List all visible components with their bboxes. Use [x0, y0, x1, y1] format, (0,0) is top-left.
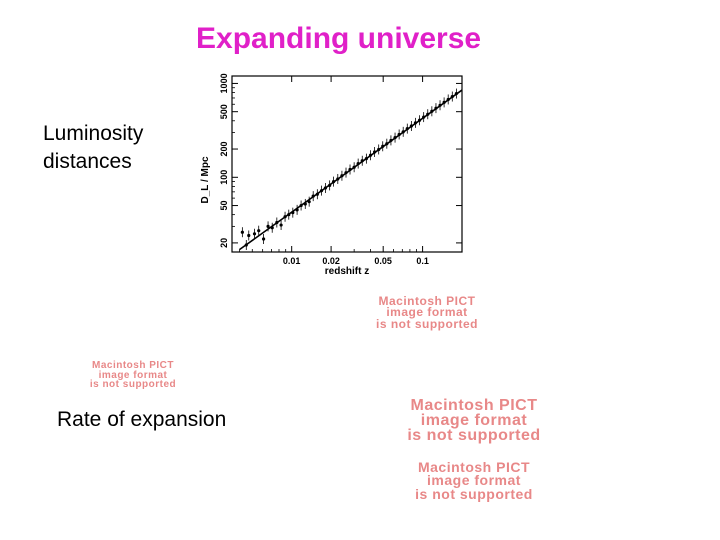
x-tick-label: 0.01 — [283, 256, 301, 266]
y-tick-label: 1000 — [219, 73, 229, 93]
y-tick-label: 200 — [219, 142, 229, 157]
y-tick-label: 100 — [219, 170, 229, 185]
point-marker — [240, 230, 244, 234]
luminosity-label-line1: Luminosity — [43, 122, 144, 145]
point-marker — [247, 233, 251, 238]
hubble-diagram-chart: 0.01 0.02 0.05 0.1 20 50 100 200 500 1000 redshi… — [200, 73, 463, 277]
point-marker — [261, 237, 266, 241]
pict-line: is not supported — [376, 316, 478, 331]
tick-marks — [232, 76, 463, 252]
y-axis-label: D_L / Mpc — [200, 156, 211, 203]
data-point — [279, 220, 283, 231]
point-marker — [266, 224, 270, 228]
rate-of-expansion-label: Rate of expansion — [57, 408, 227, 431]
pict-line: Macintosh PICT — [378, 294, 476, 308]
y-tick-label: 50 — [219, 201, 229, 211]
y-tick-labels: 20 50 100 200 500 1000 — [219, 73, 229, 247]
pict-placeholder-2: Macintosh PICT image format is not suppo… — [50, 361, 216, 390]
plot-frame — [231, 75, 463, 253]
pict-line: is not supported — [415, 485, 533, 502]
pict-line: Macintosh PICT — [91, 360, 174, 371]
point-marker — [257, 229, 261, 233]
data-point — [252, 228, 257, 239]
data-point — [247, 230, 251, 241]
pict-placeholder-3: Macintosh PICT image format is not suppo… — [326, 397, 622, 445]
y-tick-label: 20 — [219, 238, 229, 248]
pict-placeholder-1: Macintosh PICT image format is not suppo… — [320, 294, 534, 331]
pict-line: Macintosh PICT — [410, 397, 538, 414]
fit-line — [239, 89, 463, 251]
pict-placeholder-4: Macintosh PICT image format is not suppo… — [336, 459, 612, 502]
pict-line: image format — [427, 472, 521, 489]
point-marker — [252, 232, 257, 236]
point-marker — [279, 223, 283, 227]
pict-line: is not supported — [89, 379, 177, 390]
pict-line: image format — [98, 369, 168, 381]
pict-line: image format — [386, 305, 468, 320]
x-tick-label: 0.05 — [374, 256, 392, 266]
luminosity-label-line2: distances — [43, 150, 132, 173]
x-tick-label: 0.1 — [416, 256, 429, 266]
x-tick-labels: 0.01 0.02 0.05 0.1 — [283, 256, 429, 266]
data-point — [257, 225, 261, 236]
data-point — [240, 227, 244, 238]
slide-title: Expanding universe — [196, 22, 482, 55]
pict-line: Macintosh PICT — [417, 459, 530, 475]
x-tick-label: 0.02 — [322, 256, 340, 266]
x-axis-label: redshift z — [325, 266, 369, 277]
pict-line: image format — [420, 412, 528, 430]
data-point — [261, 234, 266, 245]
pict-line: is not supported — [407, 427, 541, 445]
luminosity-label: Luminosity distances — [43, 120, 143, 176]
y-tick-label: 500 — [219, 104, 229, 119]
